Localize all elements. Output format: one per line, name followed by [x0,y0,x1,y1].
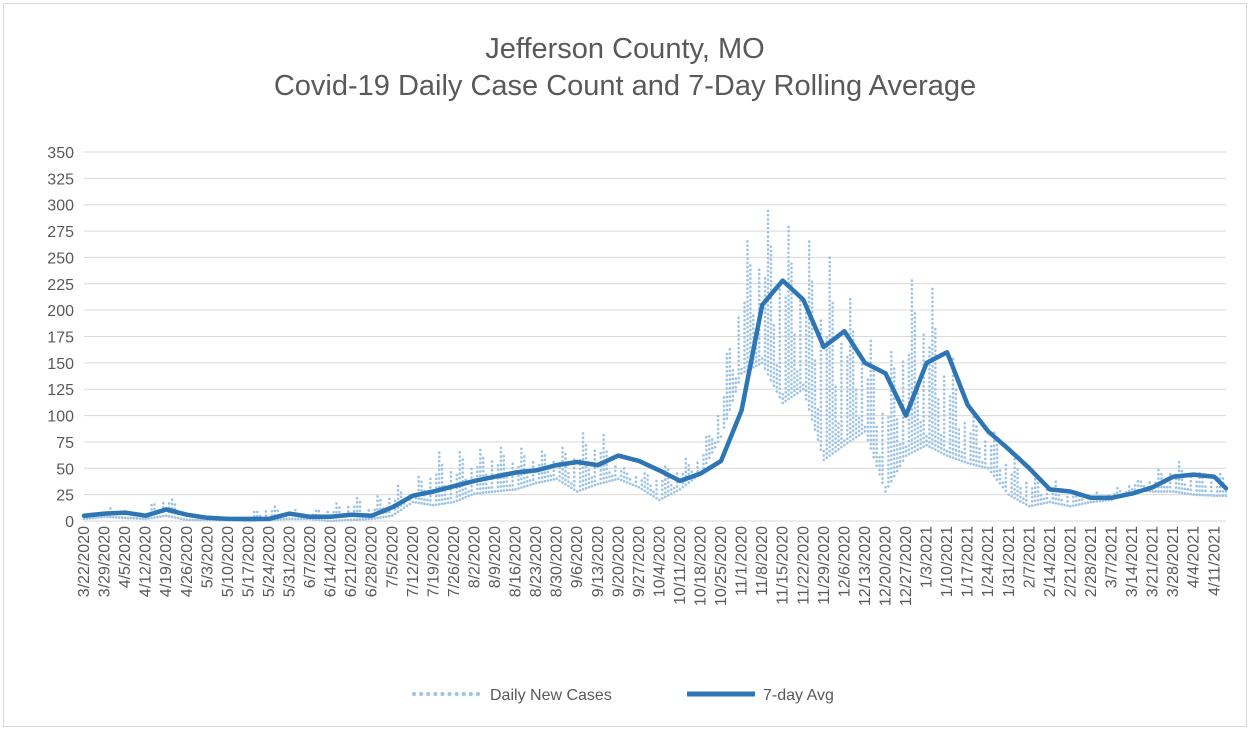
x-tick-label: 2/21/2021 [1062,526,1079,597]
x-tick-label: 12/6/2020 [836,526,853,597]
x-tick-label: 4/12/2020 [138,526,155,597]
x-tick-label: 2/28/2021 [1083,526,1100,597]
x-tick-label: 5/10/2020 [220,526,237,597]
x-tick-label: 12/13/2020 [857,526,874,606]
x-tick-label: 7/26/2020 [446,526,463,597]
x-tick-label: 11/22/2020 [795,526,812,605]
y-tick-label: 325 [47,171,74,188]
x-tick-label: 8/2/2020 [466,526,483,588]
x-tick-label: 10/11/2020 [672,526,689,605]
x-tick-label: 7/5/2020 [384,526,401,588]
x-tick-label: 6/28/2020 [364,526,381,597]
x-tick-label: 4/19/2020 [158,526,175,597]
x-tick-label: 8/30/2020 [549,526,566,597]
x-tick-label: 5/31/2020 [282,526,299,597]
x-tick-label: 9/27/2020 [631,526,648,597]
y-tick-label: 50 [56,461,74,478]
y-tick-label: 0 [65,514,74,531]
x-tick-label: 3/21/2021 [1145,526,1162,597]
y-tick-label: 250 [47,250,74,267]
x-tick-label: 9/13/2020 [590,526,607,597]
y-tick-label: 175 [47,330,74,347]
legend-item-avg: 7-day Avg [687,687,834,704]
chart-subtitle: Covid-19 Daily Case Count and 7-Day Roll… [274,70,976,102]
x-tick-label: 8/23/2020 [528,526,545,597]
y-tick-label: 300 [47,198,74,215]
x-tick-label: 8/9/2020 [487,526,504,588]
x-tick-label: 9/20/2020 [610,526,627,597]
x-tick-label: 1/17/2021 [960,526,977,597]
y-tick-label: 75 [56,435,74,452]
y-axis-tick-labels: 0 25 50 75 100 125 150 175 200 225 250 275 300 325 350 [47,145,74,531]
x-tick-label: 3/29/2020 [97,526,114,597]
x-tick-label: 8/16/2020 [508,526,525,597]
x-tick-label: 3/22/2020 [76,526,93,597]
legend-item-daily: Daily New Cases [412,687,612,704]
x-tick-label: 2/14/2021 [1042,526,1059,597]
y-tick-label: 350 [47,145,74,162]
x-tick-label: 1/24/2021 [980,526,997,597]
x-tick-label: 6/7/2020 [302,526,319,588]
seven-day-avg-line [81,278,1229,522]
x-tick-label: 11/1/2020 [734,526,751,596]
y-tick-label: 275 [47,224,74,241]
seven-day-avg-series [81,278,1229,522]
x-tick-label: 3/28/2021 [1165,526,1182,597]
x-tick-label: 10/4/2020 [651,526,668,597]
x-tick-label: 12/27/2020 [898,526,915,606]
chart-title: Jefferson County, MO [485,33,764,65]
gridlines [84,151,1226,522]
legend-label-daily: Daily New Cases [490,687,612,704]
x-tick-label: 10/18/2020 [693,526,710,606]
y-tick-label: 200 [47,303,74,320]
x-tick-label: 6/21/2020 [343,526,360,597]
x-tick-label: 1/3/2021 [919,526,936,588]
x-tick-label: 4/11/2021 [1206,526,1223,596]
x-tick-label: 9/6/2020 [569,526,586,588]
daily-new-cases-series [82,207,1228,523]
x-tick-label: 3/14/2021 [1124,526,1141,597]
x-tick-label: 5/3/2020 [199,526,216,588]
legend: Daily New Cases 7-day Avg [412,687,834,704]
x-tick-label: 5/24/2020 [261,526,278,597]
x-axis-tick-labels: 3/22/2020 3/29/2020 4/5/2020 4/12/2020 4/19/… [76,526,1223,606]
chart-frame: Jefferson County, MO Covid-19 Daily Case… [3,3,1247,727]
chart-svg: Jefferson County, MO Covid-19 Daily Case… [47,33,1229,704]
x-tick-label: 4/4/2021 [1186,526,1203,588]
y-tick-label: 100 [47,409,74,426]
x-tick-label: 7/12/2020 [405,526,422,597]
y-tick-label: 150 [47,356,74,373]
y-tick-label: 225 [47,277,74,294]
x-tick-label: 5/17/2020 [240,526,257,597]
y-tick-label: 25 [56,488,74,505]
x-tick-label: 11/15/2020 [775,526,792,605]
x-tick-label: 6/14/2020 [323,526,340,597]
legend-label-avg: 7-day Avg [763,687,834,704]
x-tick-label: 1/10/2021 [939,526,956,597]
x-tick-label: 7/19/2020 [425,526,442,597]
x-tick-label: 10/25/2020 [713,526,730,606]
x-tick-label: 4/5/2020 [117,526,134,588]
x-tick-label: 11/29/2020 [816,526,833,605]
y-tick-label: 125 [47,382,74,399]
x-tick-label: 1/31/2021 [1001,526,1018,597]
x-tick-label: 3/7/2021 [1104,526,1121,588]
x-tick-label: 12/20/2020 [877,526,894,606]
x-tick-label: 2/7/2021 [1021,526,1038,588]
x-tick-label: 4/26/2020 [179,526,196,597]
x-tick-label: 11/8/2020 [754,526,771,596]
